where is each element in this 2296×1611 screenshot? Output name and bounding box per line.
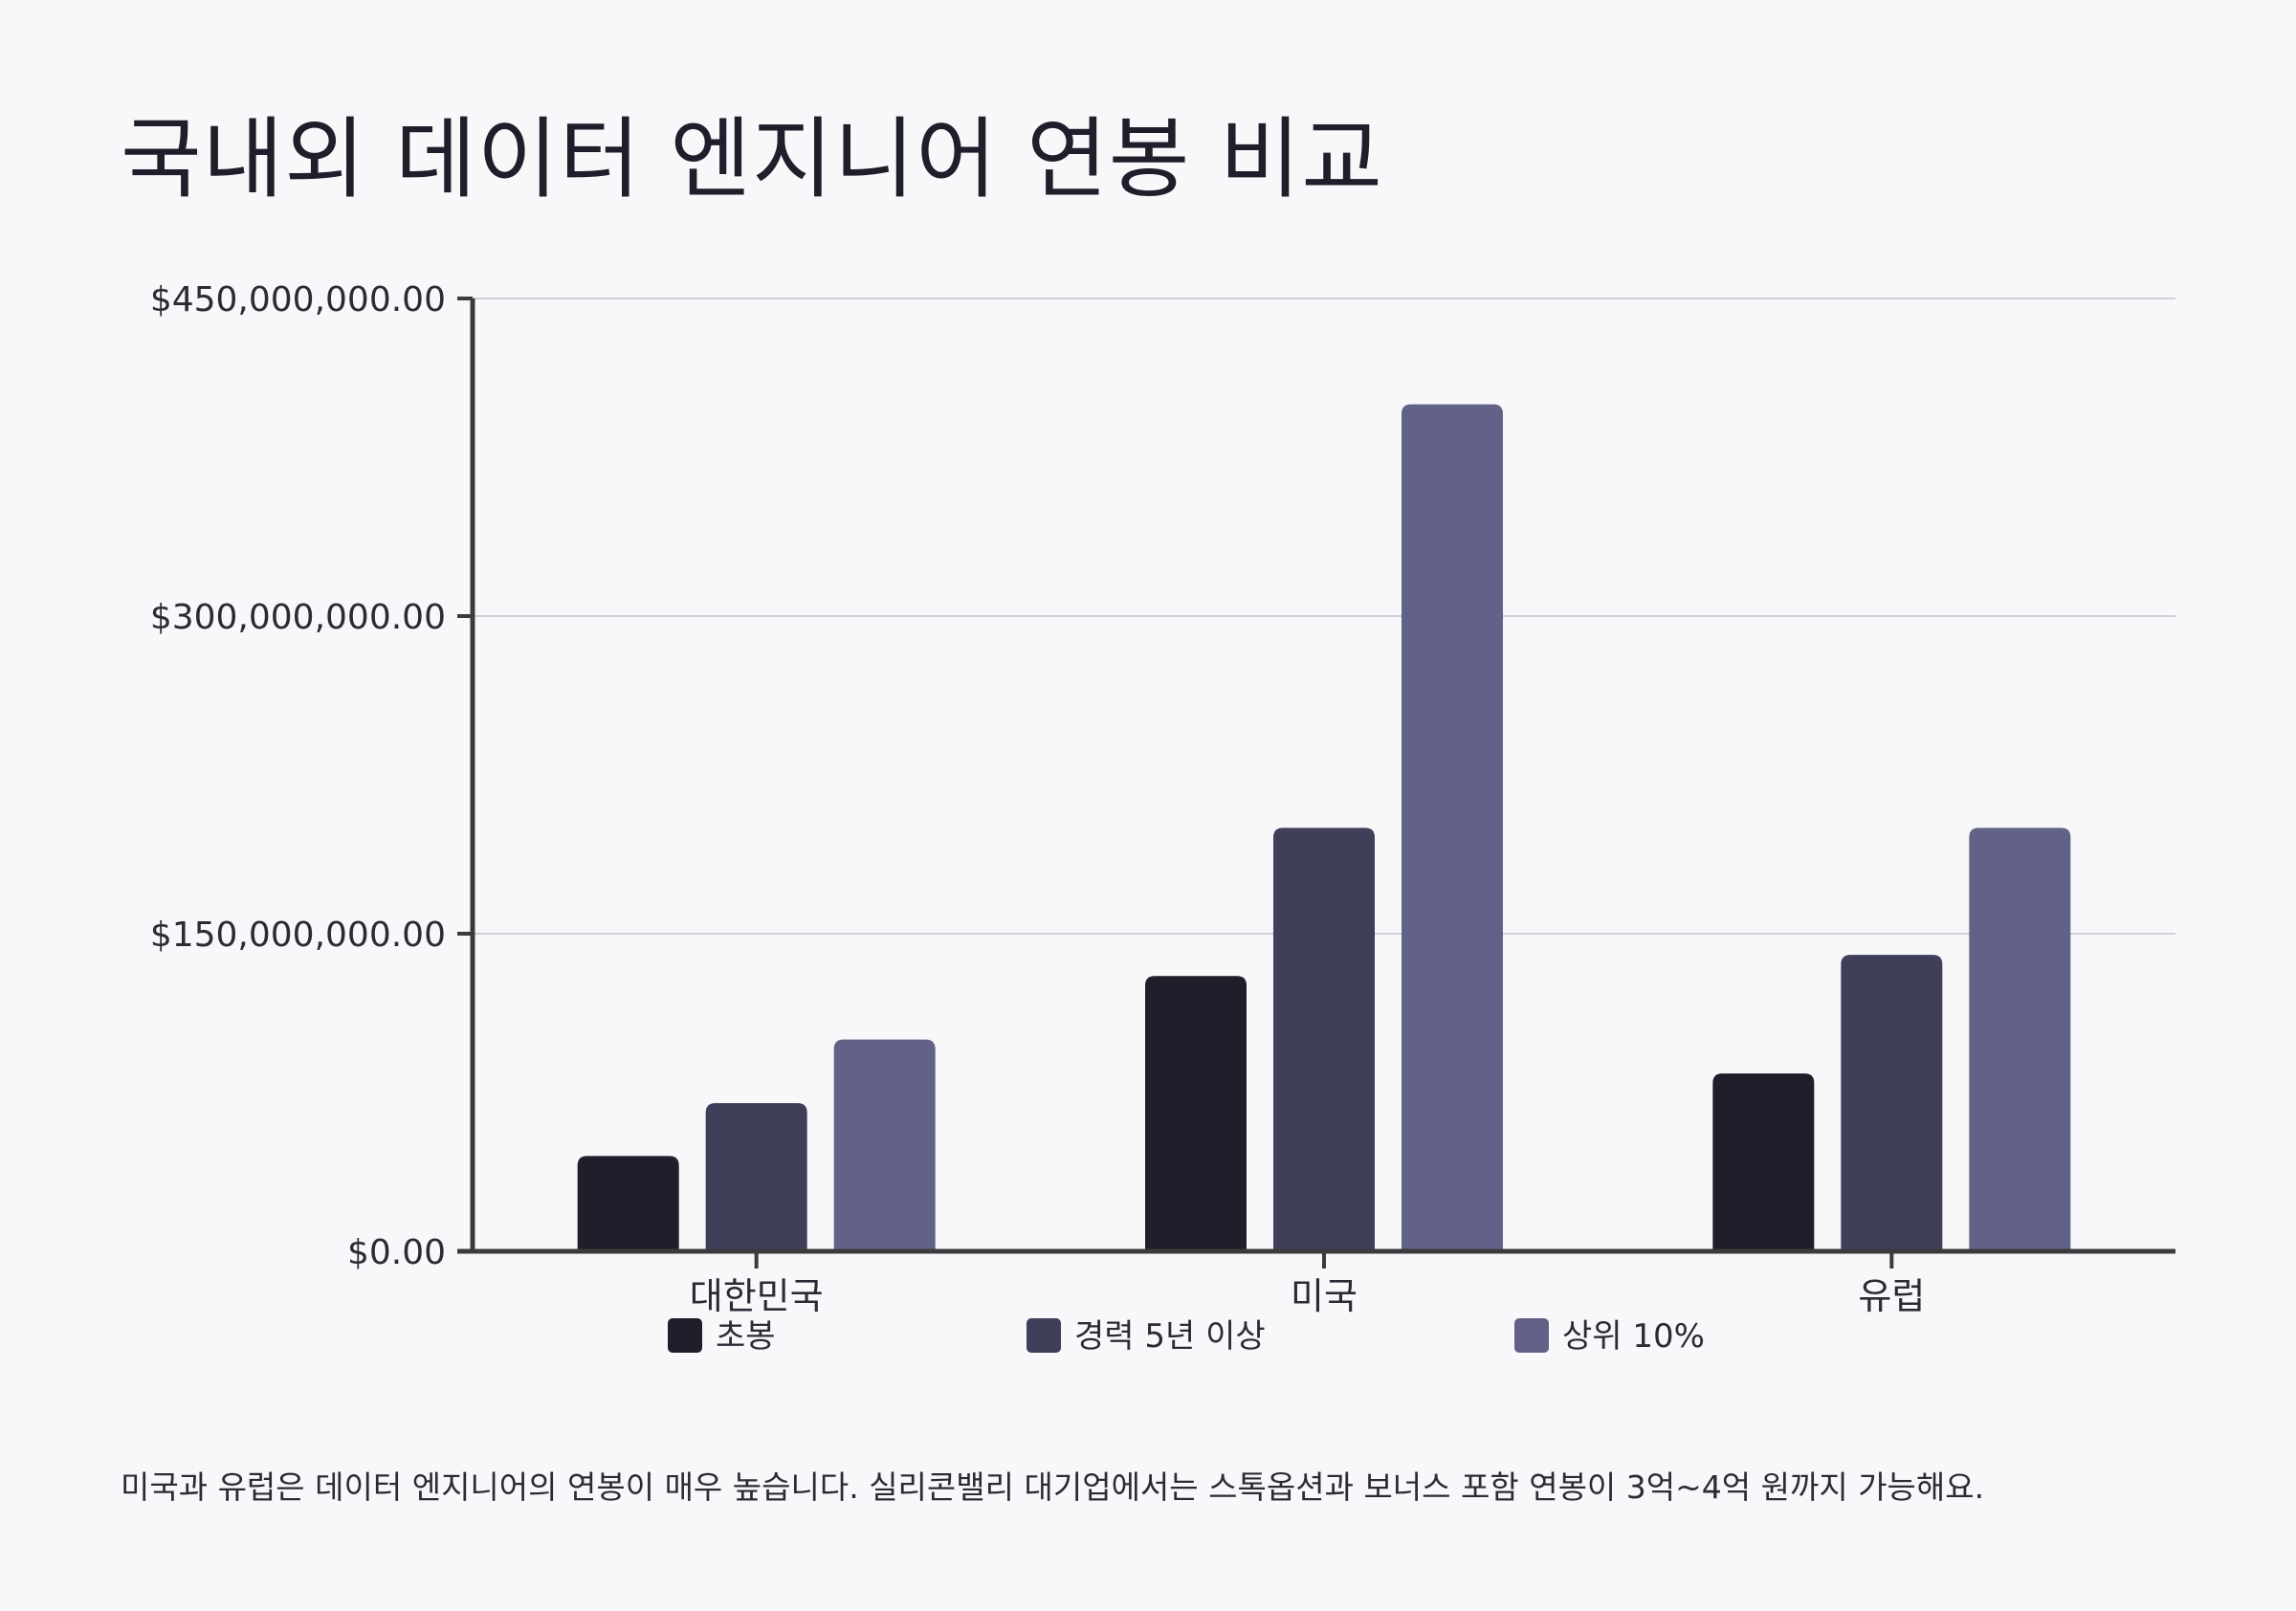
bar	[1712, 1073, 1815, 1251]
bar	[1145, 976, 1247, 1251]
legend-label: 경력 5년 이상	[1074, 1317, 1266, 1356]
bar	[1273, 828, 1375, 1251]
legend-swatch	[1027, 1318, 1061, 1353]
bar	[705, 1103, 807, 1251]
legend-label: 상위 10%	[1562, 1317, 1705, 1356]
bar	[1841, 955, 1943, 1251]
legend-swatch	[668, 1318, 702, 1353]
y-tick-label: $450,000,000.00	[150, 280, 446, 320]
legend-swatch	[1514, 1318, 1549, 1353]
axes	[457, 297, 2175, 1269]
x-tick-labels: 대한민국 미국 유럽	[690, 1275, 1926, 1317]
bar	[577, 1156, 679, 1251]
bar-chart: $0.00 $150,000,000.00 $300,000,000.00 $450,…	[150, 280, 2175, 1356]
bar	[1969, 828, 2071, 1251]
y-tick-labels: $0.00 $150,000,000.00 $300,000,000.00 $450,…	[150, 280, 446, 1272]
bar	[1402, 404, 1503, 1252]
legend-item: 경력 5년 이상	[1027, 1317, 1266, 1356]
x-tick-label: 미국	[1291, 1275, 1358, 1317]
chart-title: 국내외 데이터 엔지니어 연봉 비교	[121, 108, 1383, 210]
bars	[577, 404, 2071, 1252]
y-tick-label: $0.00	[347, 1233, 446, 1272]
chart-caption: 미국과 유럽은 데이터 엔지니어의 연봉이 매우 높습니다. 실리콘밸리 대기업…	[121, 1468, 1985, 1506]
legend-label: 초봉	[716, 1317, 776, 1356]
bar	[833, 1039, 936, 1251]
legend: 초봉 경력 5년 이상 상위 10%	[668, 1317, 1705, 1356]
y-tick-label: $150,000,000.00	[150, 916, 446, 955]
y-tick-label: $300,000,000.00	[150, 598, 446, 637]
legend-item: 초봉	[668, 1317, 776, 1356]
x-tick-label: 대한민국	[690, 1275, 824, 1317]
x-tick-label: 유럽	[1858, 1275, 1925, 1317]
legend-item: 상위 10%	[1514, 1317, 1705, 1356]
